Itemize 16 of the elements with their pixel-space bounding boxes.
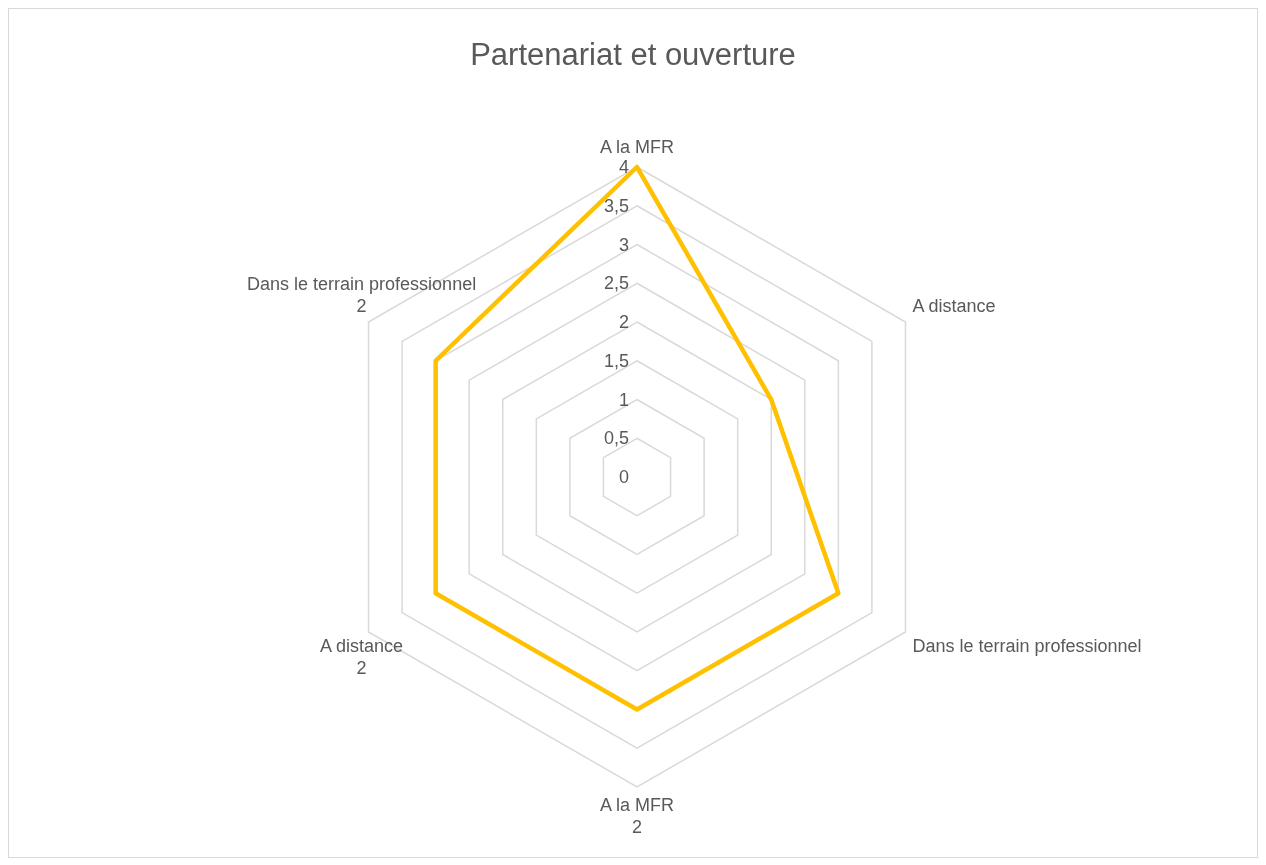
y-tick-label: 2: [618, 312, 629, 332]
y-tick-label: 1: [618, 389, 629, 410]
spoke-label: A distance 2: [320, 636, 404, 678]
spoke-label: A la MFR: [599, 137, 675, 157]
y-tick-label: 3,5: [603, 195, 629, 216]
y-tick-label: 0: [618, 467, 629, 487]
spoke-label: A distance: [912, 296, 996, 316]
chart-title: Partenariat et ouverture: [469, 37, 797, 73]
spoke-label: Dans le terrain professionnel: [912, 636, 1142, 656]
spoke-label: Dans le terrain professionnel 2: [247, 274, 477, 316]
y-tick-label: 4: [618, 157, 629, 177]
spoke-label: A la MFR 2: [599, 795, 675, 837]
y-tick-label: 1,5: [603, 350, 629, 371]
y-tick-label: 0,5: [603, 428, 629, 449]
y-tick-label: 3: [618, 234, 629, 255]
y-tick-label: 2,5: [603, 273, 629, 294]
